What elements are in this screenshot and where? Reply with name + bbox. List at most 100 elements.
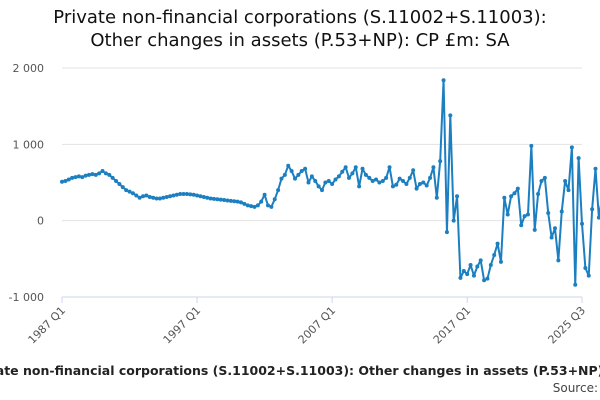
data-point[interactable] (93, 172, 98, 177)
data-point[interactable] (559, 209, 564, 214)
data-point[interactable] (228, 198, 233, 203)
data-point[interactable] (576, 156, 581, 161)
data-point[interactable] (434, 195, 439, 200)
data-point[interactable] (117, 182, 122, 187)
data-point[interactable] (569, 145, 574, 150)
data-point[interactable] (542, 175, 547, 180)
data-point[interactable] (259, 199, 264, 204)
data-point[interactable] (411, 168, 416, 173)
data-point[interactable] (124, 188, 129, 193)
data-point[interactable] (303, 166, 308, 171)
data-point[interactable] (492, 253, 497, 258)
data-point[interactable] (184, 191, 189, 196)
data-point[interactable] (272, 197, 277, 202)
data-point[interactable] (134, 193, 139, 198)
data-point[interactable] (330, 182, 335, 187)
data-point[interactable] (262, 192, 267, 197)
data-point[interactable] (73, 175, 78, 180)
data-point[interactable] (320, 188, 324, 193)
data-point[interactable] (485, 276, 490, 281)
data-point[interactable] (208, 196, 213, 201)
data-point[interactable] (211, 196, 216, 201)
data-point[interactable] (401, 178, 406, 183)
data-point[interactable] (269, 204, 274, 209)
data-point[interactable] (333, 177, 338, 182)
data-point[interactable] (76, 174, 81, 179)
data-point[interactable] (583, 265, 588, 270)
data-point[interactable] (63, 178, 68, 183)
data-point[interactable] (292, 176, 297, 181)
data-point[interactable] (458, 275, 463, 280)
data-point[interactable] (573, 282, 578, 287)
data-point[interactable] (370, 178, 375, 183)
data-point[interactable] (127, 189, 132, 194)
data-point[interactable] (438, 159, 443, 164)
data-point[interactable] (428, 175, 433, 180)
data-point[interactable] (522, 214, 527, 219)
data-point[interactable] (252, 204, 257, 209)
data-point[interactable] (593, 166, 598, 171)
data-point[interactable] (147, 195, 152, 199)
data-point[interactable] (596, 215, 600, 220)
data-point[interactable] (498, 259, 503, 264)
data-point[interactable] (198, 194, 203, 199)
data-point[interactable] (141, 194, 146, 199)
data-point[interactable] (191, 192, 196, 197)
data-point[interactable] (238, 200, 243, 205)
data-point[interactable] (181, 191, 186, 196)
data-point[interactable] (70, 175, 75, 180)
data-point[interactable] (107, 172, 112, 177)
data-point[interactable] (451, 218, 456, 223)
data-point[interactable] (157, 196, 162, 201)
data-point[interactable] (556, 258, 561, 263)
data-point[interactable] (120, 185, 125, 190)
data-point[interactable] (505, 212, 510, 217)
data-point[interactable] (323, 180, 328, 185)
data-point[interactable] (414, 186, 419, 191)
data-point[interactable] (265, 203, 270, 208)
data-point[interactable] (178, 191, 183, 196)
data-point[interactable] (407, 175, 412, 180)
data-point[interactable] (394, 182, 399, 187)
data-point[interactable] (475, 264, 480, 269)
data-point[interactable] (151, 195, 156, 200)
data-point[interactable] (350, 171, 355, 176)
data-point[interactable] (404, 182, 409, 187)
data-point[interactable] (529, 143, 534, 148)
data-point[interactable] (488, 262, 493, 267)
data-point[interactable] (249, 204, 254, 209)
data-point[interactable] (340, 169, 345, 174)
data-point[interactable] (421, 180, 426, 185)
data-point[interactable] (218, 197, 223, 202)
data-point[interactable] (289, 169, 294, 174)
data-point[interactable] (444, 230, 449, 235)
data-point[interactable] (60, 179, 64, 184)
data-point[interactable] (512, 191, 517, 196)
data-point[interactable] (232, 199, 237, 204)
data-point[interactable] (482, 278, 487, 283)
data-point[interactable] (468, 262, 473, 267)
data-point[interactable] (245, 203, 250, 208)
data-point[interactable] (525, 212, 530, 217)
data-point[interactable] (343, 165, 348, 170)
data-point[interactable] (336, 174, 341, 179)
data-point[interactable] (431, 165, 436, 170)
data-point[interactable] (465, 272, 470, 277)
data-point[interactable] (536, 191, 541, 196)
data-point[interactable] (590, 207, 595, 212)
data-point[interactable] (586, 273, 591, 278)
data-point[interactable] (164, 195, 169, 199)
data-point[interactable] (90, 172, 95, 177)
data-point[interactable] (387, 165, 392, 170)
data-point[interactable] (299, 169, 304, 174)
data-point[interactable] (87, 172, 92, 177)
data-point[interactable] (566, 188, 571, 193)
data-point[interactable] (144, 193, 149, 198)
data-point[interactable] (353, 165, 358, 170)
data-point[interactable] (306, 180, 311, 185)
data-point[interactable] (100, 169, 105, 174)
data-point[interactable] (455, 194, 460, 199)
data-point[interactable] (222, 198, 227, 203)
data-point[interactable] (580, 221, 584, 226)
data-point[interactable] (360, 166, 365, 171)
